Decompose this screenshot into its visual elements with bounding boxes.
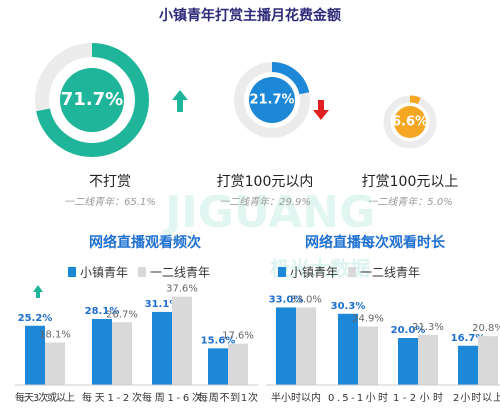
bar <box>112 322 132 385</box>
donut-arc <box>234 62 310 138</box>
donut-label: 打赏100元以内 <box>217 173 314 190</box>
bar <box>92 318 112 385</box>
bar <box>418 334 438 385</box>
bar <box>358 326 378 385</box>
bar-label: 25.2% <box>18 313 53 324</box>
bar-label: 31.1% <box>145 299 180 310</box>
bar-label: 18.1% <box>39 329 71 340</box>
bar-label: 24.9% <box>352 313 384 324</box>
legend-label: 一二线青年 <box>360 266 420 280</box>
bar-label: 28.1% <box>85 306 120 317</box>
donut-center <box>394 106 426 138</box>
bar <box>208 348 228 385</box>
donut-value: 6.6% <box>392 115 428 130</box>
donut-value: 21.7% <box>249 93 294 108</box>
bar <box>458 345 478 385</box>
title: 小镇青年打赏主播月花费金额 <box>159 7 341 24</box>
up-arrow <box>172 90 188 112</box>
bar-label: 16.7% <box>451 333 486 344</box>
donut-label: 不打赏 <box>89 173 131 190</box>
x-tick-label: 2小时以上 <box>453 392 500 404</box>
bar-label: 21.3% <box>412 322 444 333</box>
x-tick-label: 每周1-6次 <box>142 391 202 404</box>
x-tick-label: 0.5-1小时 <box>328 392 388 404</box>
donut-note: 一二线青年：5.0% <box>367 196 452 208</box>
bar <box>478 336 498 385</box>
bar <box>276 307 296 385</box>
bar <box>228 343 248 385</box>
bar-label: 33.0% <box>269 294 304 305</box>
bar <box>338 313 358 385</box>
bar <box>152 311 172 385</box>
x-tick-label: 半小时以内 <box>271 391 321 404</box>
bar-label: 26.7% <box>106 309 138 320</box>
up-arrow <box>33 285 43 298</box>
watermark: JIGUANG <box>162 187 375 238</box>
legend-swatch <box>68 267 76 277</box>
donut-value: 71.7% <box>61 89 123 110</box>
bar <box>296 307 316 385</box>
legend-label: 小镇青年 <box>80 266 128 280</box>
x-tick-label: 每周不到1次 <box>198 391 258 404</box>
bar <box>45 342 65 385</box>
x-tick-label: 每天1-2次 <box>82 391 142 404</box>
donut-label: 打赏100元以上 <box>362 173 459 190</box>
bar <box>172 296 192 385</box>
chart-title: 网络直播观看频次 <box>89 234 201 251</box>
bar-label: 33.0% <box>290 294 322 305</box>
bar-label: 20.0% <box>391 325 426 336</box>
chart-title: 网络直播每次观看时长 <box>305 234 446 251</box>
donut-center <box>249 77 295 123</box>
x-tick-label: 每天3次或以上 <box>15 391 75 404</box>
donut-center <box>60 68 124 132</box>
donut-note: 一二线青年：29.9% <box>219 196 311 208</box>
bar-label: 30.3% <box>331 301 366 312</box>
bar-label: 15.6% <box>201 335 236 346</box>
donut-arc <box>383 95 437 149</box>
legend-label: 小镇青年 <box>290 266 338 280</box>
donut-note: 一二线青年：65.1% <box>64 196 156 208</box>
donut-arc <box>35 43 149 157</box>
bar-label: 37.6% <box>166 284 198 295</box>
legend-swatch <box>138 267 146 277</box>
legend-swatch <box>348 267 356 277</box>
legend-swatch <box>278 267 286 277</box>
bar-label: 17.6% <box>222 331 254 342</box>
bar <box>25 325 45 385</box>
bar-label: 20.8% <box>472 323 500 334</box>
down-arrow <box>313 100 329 120</box>
bar <box>398 338 418 385</box>
legend-label: 一二线青年 <box>150 266 210 280</box>
x-tick-label: 1-2小时 <box>393 392 443 404</box>
